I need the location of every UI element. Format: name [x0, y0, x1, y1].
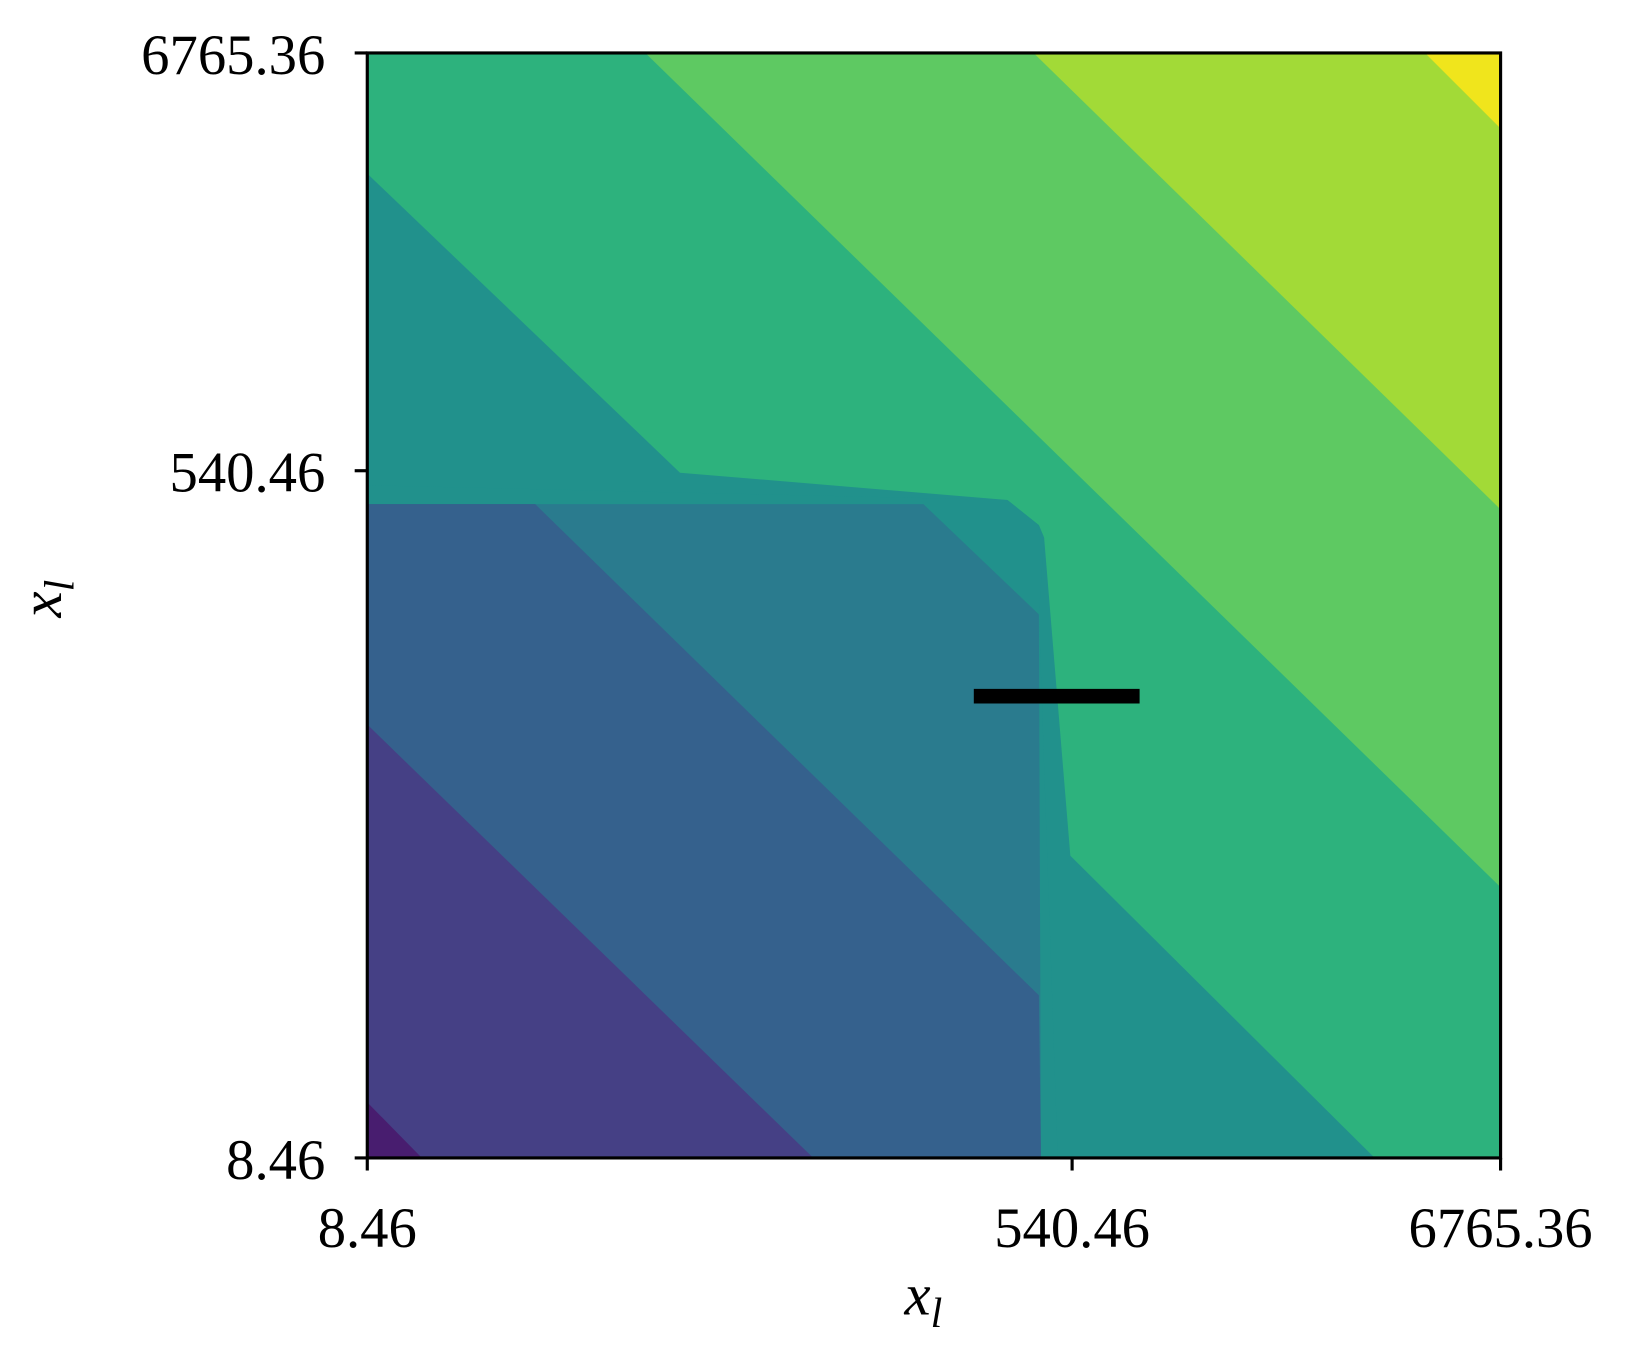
plot-frame: [365, 51, 1503, 1160]
x-axis-label-subscript: l: [931, 1291, 943, 1337]
x-axis-label: xl: [904, 1262, 943, 1337]
x-tick-label: 540.46: [994, 1198, 1150, 1260]
y-tick-label: 6765.36: [141, 25, 325, 87]
x-axis-label-base: x: [904, 1262, 931, 1327]
x-tick-label: 8.46: [318, 1198, 417, 1260]
y-axis-label: xl: [9, 580, 84, 619]
y-axis-label-subscript: l: [37, 580, 83, 592]
contour-fill: [367, 52, 1501, 1158]
x-tick-label: 6765.36: [1409, 1198, 1593, 1260]
y-axis-label-base: x: [9, 591, 74, 618]
y-tick-label: 8.46: [226, 1130, 325, 1192]
y-tick-label: 540.46: [169, 443, 325, 505]
